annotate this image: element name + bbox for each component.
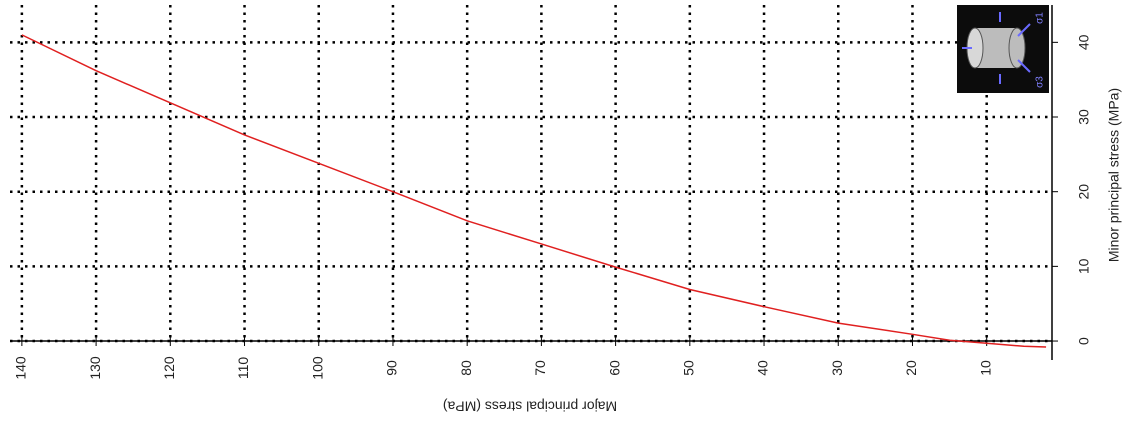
y-tick-label: 10	[1076, 258, 1092, 274]
y-tick-label: 0	[1076, 337, 1092, 345]
plot: 140 130 120 110 100 90 80 70 60 50 40 30 20 100102030…	[10, 5, 1092, 380]
inset-cylinder-end	[1008, 27, 1026, 69]
inset: σ1 σ3	[957, 5, 1049, 93]
x-tick-label: 110	[235, 357, 251, 380]
x-tick-label: 70	[532, 360, 548, 376]
y-tick-label: 40	[1076, 34, 1092, 50]
x-tick-label: 60	[606, 360, 622, 376]
y-tick-label: 30	[1076, 109, 1092, 125]
x-tick-label: 30	[829, 360, 845, 376]
inset-arrow	[1017, 59, 1031, 73]
x-tick-label: 140	[13, 356, 29, 380]
x-tick-label: 130	[87, 356, 103, 380]
x-tick-label: 50	[681, 360, 697, 376]
y-tick-label: 20	[1076, 184, 1092, 200]
data-line	[21, 34, 1047, 348]
y-axis-title: Minor principal stress (MPa)	[1106, 88, 1122, 262]
x-axis-title: Major principal stress (MPa)	[443, 398, 617, 414]
inset-label: σ3	[1035, 76, 1046, 88]
x-tick-label: 100	[309, 356, 325, 380]
inset-label: σ1	[1035, 12, 1046, 24]
inset-arrow	[1017, 23, 1031, 37]
x-tick-label: 80	[458, 360, 474, 376]
x-tick-label: 10	[977, 360, 993, 376]
x-tick-label: 40	[755, 360, 771, 376]
x-tick-label: 90	[384, 360, 400, 376]
x-tick-label: 120	[161, 356, 177, 380]
x-tick-label: 20	[903, 360, 919, 376]
